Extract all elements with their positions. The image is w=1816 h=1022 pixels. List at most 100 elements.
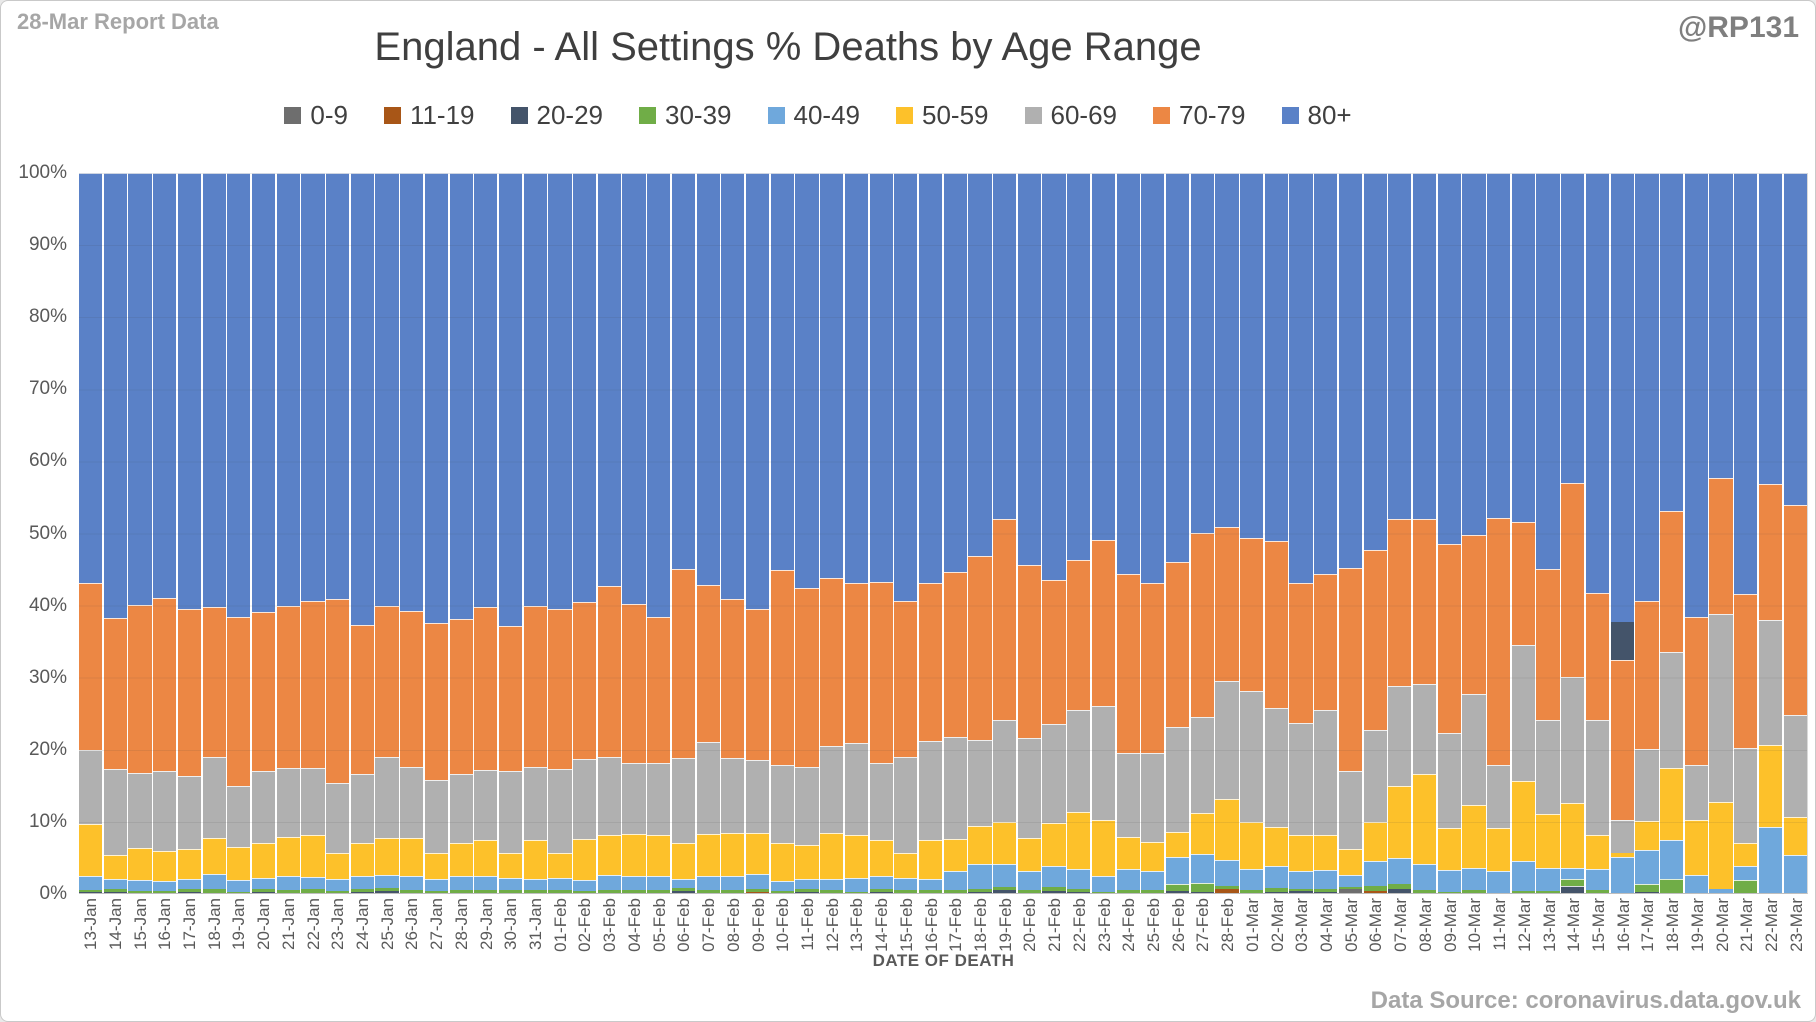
bar-segment-40-49 (1412, 864, 1437, 891)
bar-segment-50-59 (498, 853, 523, 878)
bar-segment-40-49 (301, 877, 325, 890)
bar-segment-30-39 (1165, 884, 1190, 891)
bar-segment-50-59 (696, 833, 720, 877)
bar-segment-80+ (1462, 173, 1486, 536)
bar-segment-70-79 (202, 607, 226, 757)
bar-segment-20-29 (1042, 890, 1066, 893)
x-axis-tick-label: 07-Mar (1391, 898, 1411, 952)
bar-segment-11-19 (745, 892, 770, 893)
bar-segment-60-69 (844, 742, 868, 835)
bar-segment-80+ (1017, 173, 1041, 566)
x-axis-tick-label: 22-Feb (1069, 898, 1089, 952)
bar-segment-20-29 (375, 890, 399, 893)
bar-segment-70-79 (894, 601, 918, 757)
bar-segment-40-49 (820, 878, 844, 891)
x-axis-tick-label: 18-Jan (204, 898, 224, 950)
bar-segment-70-79 (251, 612, 276, 772)
bar-segment-70-79 (375, 606, 399, 757)
bar-segment-30-39 (1412, 890, 1437, 893)
bar-segment-80+ (350, 173, 374, 626)
x-axis-tick-label: 19-Mar (1687, 898, 1707, 952)
bar-segment-70-79 (968, 556, 992, 740)
bar-segment-50-59 (918, 840, 943, 879)
bar-17-Jan (177, 173, 202, 893)
x-axis-tick-label: 25-Feb (1144, 898, 1164, 952)
bar-segment-30-39 (301, 889, 325, 893)
bar-segment-30-39 (79, 890, 103, 893)
bar-segment-70-79 (1635, 601, 1659, 750)
bar-segment-50-59 (301, 834, 325, 878)
legend-label: 40-49 (793, 100, 861, 130)
bar-segment-30-39 (795, 888, 819, 892)
bar-19-Feb (993, 173, 1017, 893)
bar-segment-50-59 (79, 823, 103, 876)
bar-22-Mar (1758, 173, 1783, 893)
bar-segment-80+ (1289, 173, 1313, 584)
bar-segment-70-79 (918, 583, 943, 742)
bar-12-Feb (820, 173, 844, 893)
x-axis-tick-label: 10-Feb (773, 898, 793, 952)
bar-segment-30-39 (647, 890, 671, 893)
bar-segment-70-79 (1289, 583, 1313, 724)
bar-segment-40-49 (943, 870, 967, 891)
bar-segment-50-59 (1684, 820, 1708, 875)
x-axis-tick-label: 03-Feb (600, 898, 620, 952)
bar-segment-50-59 (1314, 834, 1338, 870)
bar-segment-60-69 (1017, 737, 1041, 839)
bar-09-Feb (745, 173, 770, 893)
bar-segment-60-69 (1536, 720, 1560, 814)
bar-segment-40-49 (869, 876, 893, 889)
bar-segment-80+ (1215, 173, 1239, 527)
bar-segment-80+ (647, 173, 671, 617)
bar-segment-20-29 (993, 890, 1017, 893)
bar-segment-60-69 (1190, 716, 1214, 814)
bar-segment-50-59 (622, 833, 646, 877)
bar-segment-60-69 (375, 756, 399, 839)
bar-segment-50-59 (276, 836, 300, 876)
bar-segment-60-69 (1388, 686, 1412, 787)
bar-segment-60-69 (1314, 710, 1338, 835)
bar-segment-50-59 (1240, 821, 1264, 869)
bar-segment-80+ (1338, 173, 1363, 569)
x-axis-tick-label: 12-Feb (822, 898, 842, 952)
bar-segment-40-49 (745, 873, 770, 889)
bar-segment-70-79 (227, 616, 251, 787)
bar-segment-40-49 (498, 877, 523, 891)
bar-segment-20-29 (1388, 889, 1412, 893)
bar-segment-70-79 (276, 606, 300, 768)
bar-segment-60-69 (1215, 681, 1239, 799)
bar-segment-60-69 (1660, 651, 1684, 769)
bar-segment-40-49 (1240, 868, 1264, 891)
bar-segment-80+ (326, 173, 350, 600)
x-axis-tick-label: 02-Mar (1267, 898, 1287, 952)
bar-22-Jan (301, 173, 325, 893)
bar-segment-30-39 (1635, 884, 1659, 892)
bar-segment-40-49 (1660, 840, 1684, 879)
bar-segment-50-59 (1017, 838, 1041, 872)
bar-segment-50-59 (1462, 805, 1486, 868)
bar-segment-60-69 (1635, 749, 1659, 822)
bar-segment-20-29 (671, 890, 696, 893)
bar-segment-50-59 (1042, 823, 1066, 866)
legend-item-20-29: 20-29 (510, 100, 603, 131)
bar-segment-60-69 (449, 774, 473, 844)
bar-segment-80+ (968, 173, 992, 557)
bar-segment-30-39 (1511, 890, 1535, 893)
bar-segment-50-59 (449, 843, 473, 876)
bar-segment-60-69 (869, 763, 893, 841)
bar-segment-70-79 (1462, 535, 1486, 695)
bar-01-Mar (1240, 173, 1264, 893)
y-axis-tick-label: 80% (28, 306, 67, 328)
bar-segment-70-79 (1684, 617, 1708, 765)
bar-segment-30-39 (1091, 891, 1116, 893)
bar-segment-80+ (1388, 173, 1412, 520)
x-axis-tick-label: 30-Jan (501, 898, 521, 950)
bar-segment-80+ (770, 173, 794, 570)
x-axis-tick-label: 06-Feb (674, 898, 694, 952)
bar-segment-30-39 (1289, 888, 1313, 891)
bar-segment-80+ (1363, 173, 1387, 551)
bar-segment-40-49 (1141, 871, 1165, 891)
bar-segment-50-59 (770, 843, 794, 882)
legend-item-50-59: 50-59 (896, 100, 989, 131)
bar-segment-70-79 (993, 519, 1017, 721)
